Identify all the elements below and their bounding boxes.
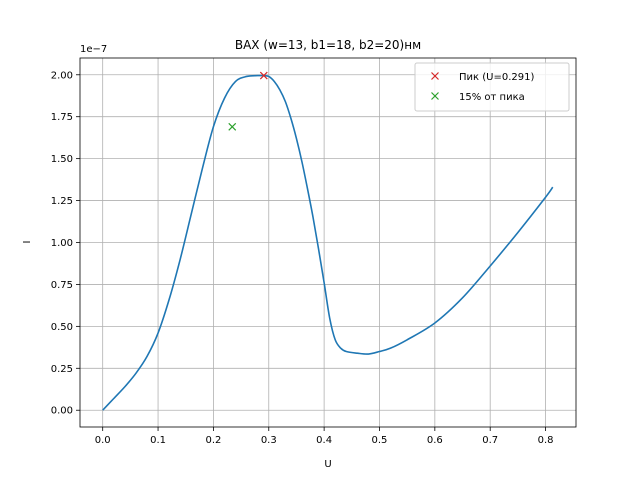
legend-box	[414, 62, 570, 112]
legend-peak-symbol	[431, 72, 439, 80]
y-tick-label: 0.25	[51, 364, 73, 375]
x-tick-label: 0.5	[372, 435, 388, 446]
y-tick-label: 2.00	[51, 70, 73, 81]
y-axis-label: I	[22, 241, 33, 244]
y-tick-label: 0.00	[51, 406, 73, 417]
x-tick-label: 0.4	[316, 435, 332, 446]
x-tick-label: 0.2	[205, 435, 221, 446]
x-tick-label: 0.3	[261, 435, 277, 446]
peak-marker	[259, 71, 268, 80]
x-axis: 0.0 0.1 0.2 0.3 0.4 0.5 0.6 0.7 0.8	[95, 427, 554, 446]
y-offset-text: 1e−7	[80, 44, 107, 55]
series-line	[102, 74, 554, 411]
plot-area	[102, 71, 554, 411]
x-tick-label: 0.8	[538, 435, 554, 446]
x-tick-label: 0.7	[482, 435, 498, 446]
legend-fifteen-symbol	[431, 92, 439, 100]
y-tick-label: 1.75	[51, 112, 73, 123]
y-tick-label: 1.50	[51, 154, 73, 165]
legend-label: Пик (U=0.291)	[459, 72, 534, 83]
x-tick-label: 0.1	[150, 435, 166, 446]
x-tick-label: 0.0	[95, 435, 111, 446]
y-tick-label: 0.75	[51, 280, 73, 291]
y-tick-label: 1.25	[51, 196, 73, 207]
x-tick-label: 0.6	[427, 435, 443, 446]
y-tick-label: 0.50	[51, 322, 73, 333]
legend-label: 15% от пика	[459, 92, 525, 103]
y-tick-label: 1.00	[51, 238, 73, 249]
grid	[80, 58, 576, 427]
chart-title: ВАХ (w=13, b1=18, b2=20)нм	[235, 38, 421, 52]
legend: Пик (U=0.291) 15% от пика	[414, 62, 570, 112]
fifteen-percent-marker	[228, 122, 237, 131]
y-axis: 0.00 0.25 0.50 0.75 1.00 1.25 1.50 1.75 2.00	[51, 70, 80, 417]
x-axis-label: U	[324, 459, 331, 470]
